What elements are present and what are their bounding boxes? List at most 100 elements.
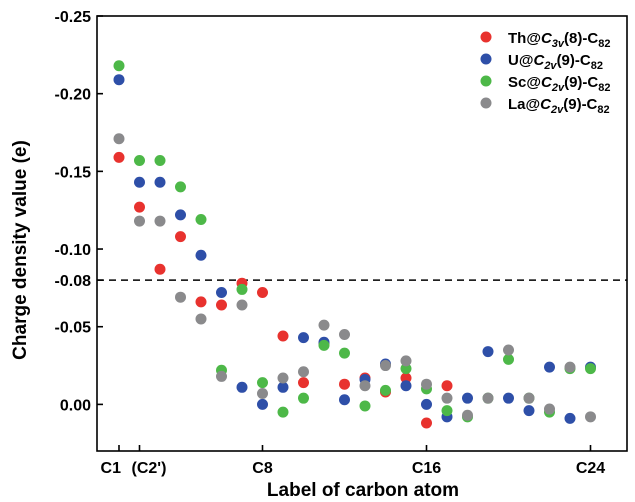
data-point <box>175 181 186 193</box>
data-point <box>154 263 166 275</box>
data-point <box>298 332 309 344</box>
data-point <box>585 363 596 375</box>
y-tick-label: 0.00 <box>60 397 91 414</box>
x-tick-label: C24 <box>576 460 605 477</box>
legend-label: La@C2v(9)-C82 <box>508 96 610 116</box>
data-point <box>359 380 371 392</box>
data-point <box>134 215 145 227</box>
data-point <box>216 287 227 299</box>
data-point <box>462 409 473 421</box>
data-point <box>339 394 350 406</box>
data-point <box>441 380 453 392</box>
data-point <box>523 405 535 417</box>
x-axis-title: Label of carbon atom <box>267 480 459 501</box>
data-point <box>236 381 248 393</box>
y-tick-label: -0.20 <box>55 87 92 104</box>
data-point <box>421 378 432 390</box>
plot-border <box>96 15 628 452</box>
data-point <box>400 355 412 367</box>
data-point <box>380 384 391 396</box>
data-point <box>134 201 145 213</box>
series-group <box>113 74 596 424</box>
data-point <box>277 372 289 384</box>
data-point <box>154 154 166 166</box>
data-point <box>482 346 494 358</box>
data-point <box>175 291 186 303</box>
data-point <box>503 392 514 404</box>
data-points-layer <box>113 60 596 429</box>
data-point <box>154 215 166 227</box>
y-tick-label: -0.05 <box>55 320 92 337</box>
data-point <box>257 287 268 299</box>
data-point <box>441 405 453 417</box>
data-point <box>400 372 412 384</box>
x-tick-label: C1 <box>101 460 122 477</box>
legend-marker <box>480 53 492 65</box>
data-point <box>544 403 555 415</box>
plot-frame <box>96 15 628 452</box>
y-tick-label: -0.25 <box>55 9 92 26</box>
data-point <box>216 299 227 311</box>
data-point <box>134 176 145 188</box>
legend-marker <box>480 75 492 87</box>
data-point <box>236 299 248 311</box>
data-point <box>503 353 514 365</box>
data-point <box>154 176 166 188</box>
data-point <box>195 249 207 261</box>
data-point <box>236 283 248 295</box>
y-axis-title: Charge density value (e) <box>10 140 31 360</box>
data-point <box>339 347 350 359</box>
legend-label: Th@C3v(8)-C82 <box>508 30 610 50</box>
data-point <box>195 214 207 226</box>
data-point <box>277 381 289 393</box>
data-point <box>503 344 514 356</box>
data-point <box>216 370 227 382</box>
data-point <box>359 400 371 412</box>
data-point <box>298 366 309 378</box>
data-point <box>134 154 145 166</box>
y-tick-label: -0.15 <box>55 164 92 181</box>
data-point <box>277 330 289 342</box>
data-point <box>195 296 207 308</box>
legend: Th@C3v(8)-C82U@C2v(9)-C82Sc@C2v(9)-C82La… <box>480 30 611 116</box>
data-point <box>195 313 207 325</box>
y-tick-label: -0.10 <box>55 242 92 259</box>
data-point <box>298 377 309 389</box>
data-point <box>277 406 289 418</box>
data-point <box>257 388 268 400</box>
series-group <box>113 60 596 423</box>
legend-marker <box>480 31 492 43</box>
data-point <box>318 339 330 351</box>
legend-label: Sc@C2v(9)-C82 <box>508 74 611 94</box>
x-tick-label: C8 <box>252 460 273 477</box>
data-point <box>585 411 596 423</box>
data-point <box>113 60 125 72</box>
data-point <box>257 377 268 389</box>
legend-marker <box>480 97 492 109</box>
data-point <box>564 412 576 424</box>
data-point <box>339 378 350 390</box>
data-point <box>421 398 432 410</box>
data-point <box>523 392 535 404</box>
data-point <box>113 74 125 86</box>
data-point <box>482 392 494 404</box>
series-group <box>113 133 596 423</box>
data-point <box>421 417 432 429</box>
data-point <box>339 328 350 340</box>
data-point <box>113 133 125 145</box>
data-point <box>175 231 186 243</box>
data-point <box>380 360 391 372</box>
data-point <box>564 361 576 373</box>
data-point <box>400 380 412 392</box>
x-tick-label: C16 <box>412 460 441 477</box>
y-tick-label: -0.08 <box>55 273 92 290</box>
legend-label: U@C2v(9)-C82 <box>508 52 603 72</box>
data-point <box>175 209 186 221</box>
data-point <box>257 398 268 410</box>
x-tick-label: (C2') <box>132 460 167 477</box>
data-point <box>298 392 309 404</box>
data-point <box>400 363 412 375</box>
data-point <box>113 151 125 163</box>
data-point <box>441 392 453 404</box>
ticks-layer: -0.25 -0.20 -0.15 -0.10 -0.08 -0.05 0.00 C1 (C2'… <box>55 9 606 477</box>
